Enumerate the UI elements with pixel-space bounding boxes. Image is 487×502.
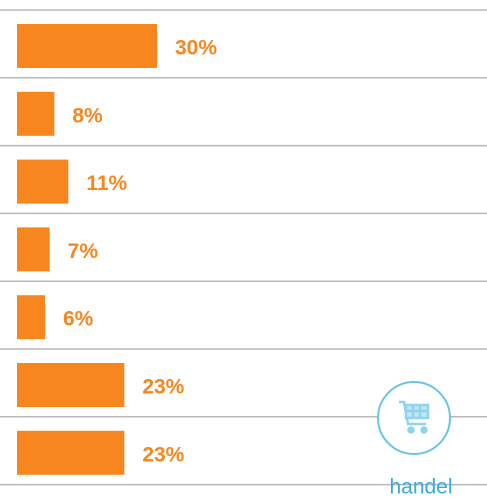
badge: handel bbox=[377, 381, 453, 499]
bar bbox=[17, 227, 50, 272]
value-label: 11% bbox=[86, 172, 127, 195]
value-label: 8% bbox=[72, 104, 103, 127]
bar bbox=[17, 91, 55, 136]
bar bbox=[17, 295, 46, 340]
value-label: 6% bbox=[63, 308, 94, 331]
value-label: 23% bbox=[142, 376, 184, 399]
badge-label: handel bbox=[389, 476, 452, 499]
value-label: 23% bbox=[142, 443, 184, 466]
bar bbox=[17, 363, 125, 407]
value-label: 7% bbox=[68, 240, 99, 263]
value-label: 30% bbox=[175, 37, 217, 60]
cart-icon bbox=[399, 400, 430, 434]
bar bbox=[17, 159, 69, 204]
bar bbox=[17, 430, 125, 475]
bar bbox=[17, 24, 158, 68]
